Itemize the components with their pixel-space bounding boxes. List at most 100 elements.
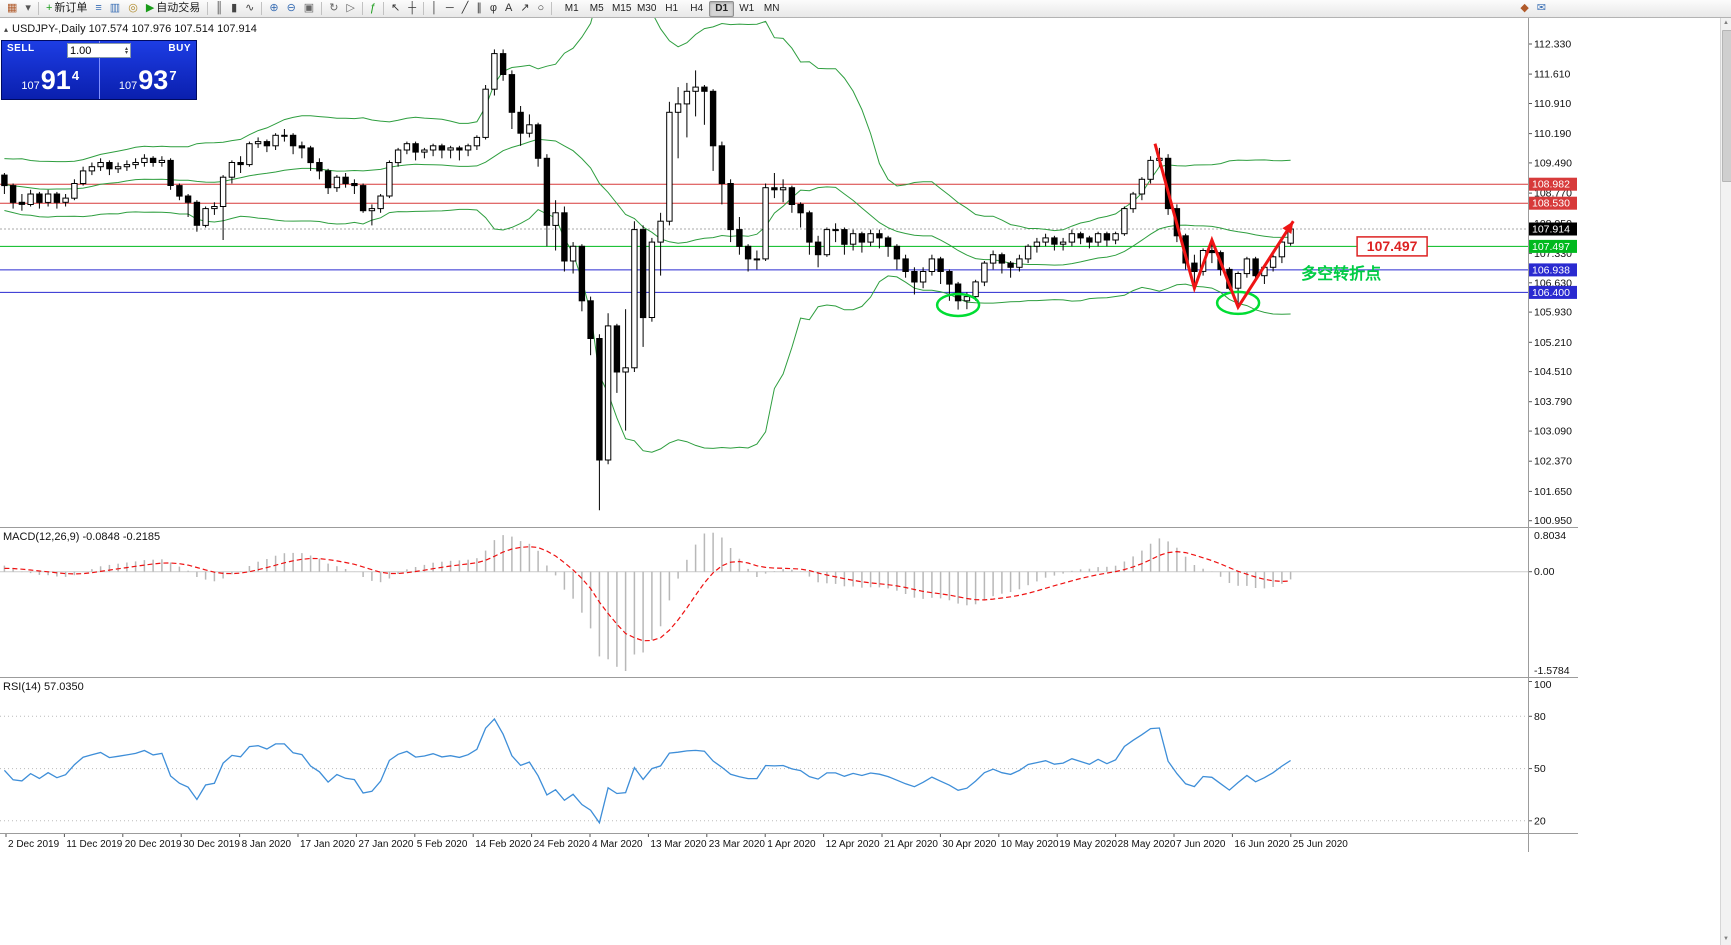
svg-text:108.982: 108.982 (1532, 179, 1570, 191)
volume-value: 1.00 (70, 44, 92, 57)
timeframe-h1-button[interactable]: H1 (659, 1, 684, 17)
market-watch-icon: ≡ (95, 2, 102, 14)
chart-profiles-button[interactable]: ▾ (21, 1, 35, 17)
svg-text:10 May 2020: 10 May 2020 (1001, 839, 1059, 850)
vertical-scrollbar[interactable]: ▲ ▼ (1720, 18, 1731, 945)
mailbox-button[interactable]: ✉ (1533, 1, 1550, 17)
svg-text:105.210: 105.210 (1534, 337, 1572, 349)
fibonacci-button[interactable]: φ (486, 1, 501, 17)
zoom-in-button[interactable]: ⊕ (265, 1, 282, 17)
alerts-button[interactable]: ◆ (1516, 1, 1532, 17)
scroll-up-icon[interactable]: ▲ (1723, 20, 1729, 26)
new-order-label: 新订单 (54, 2, 88, 14)
price-axis[interactable]: 112.330111.610110.910110.190109.490108.7… (1529, 18, 1578, 527)
data-window-button[interactable]: ▥ (106, 1, 124, 17)
svg-text:103.790: 103.790 (1534, 396, 1572, 408)
svg-text:17 Jan 2020: 17 Jan 2020 (300, 839, 355, 850)
timeframe-bar: M1 M5 M15 M30 H1 H4 D1 W1 MN (559, 0, 784, 17)
timeframe-m30-button[interactable]: M30 (634, 1, 659, 17)
macd-axis[interactable]: 0.8034 0.00 -1.5784 (1529, 528, 1578, 677)
vertical-line-icon: │ (431, 2, 438, 14)
autotrading-button[interactable]: ▶ 自动交易 (142, 1, 204, 17)
svg-text:14 Feb 2020: 14 Feb 2020 (475, 839, 532, 850)
timeframe-w1-button[interactable]: W1 (734, 1, 759, 17)
autotrading-icon: ▶ (145, 2, 155, 14)
annotation-note: 多空转折点 (1301, 264, 1381, 283)
svg-text:106.938: 106.938 (1532, 264, 1570, 276)
navigator-button[interactable]: ◎ (124, 1, 142, 17)
line-chart-mode-icon: ∿ (245, 2, 255, 14)
time-axis[interactable]: 2 Dec 2019 11 Dec 2019 20 Dec 2019 30 Dec 2… (0, 834, 1578, 852)
text-label-button[interactable]: A (501, 1, 516, 17)
toolbar: ▦ ▾ + 新订单 ≡ ▥ ◎ ▶ 自动交易 ║ ▮ ∿ ⊕ ⊖ ▣ ↻ ▷ ƒ ↖ ┼ │ ─ ╱ ∥ φ A ↗ ○ M1 M5 M1… (0, 0, 1731, 18)
panel-separator[interactable] (0, 677, 1578, 678)
symbol-title: USDJPY-,Daily 107.574 107.976 107.514 10… (12, 23, 257, 35)
spinner-up-icon[interactable]: ▴ (124, 45, 128, 52)
svg-text:30 Apr 2020: 30 Apr 2020 (942, 839, 996, 850)
new-chart-button[interactable]: ▦ (3, 1, 21, 17)
svg-text:27 Jan 2020: 27 Jan 2020 (358, 839, 413, 850)
autotrading-label: 自动交易 (156, 2, 201, 14)
timeframe-d1-button[interactable]: D1 (709, 0, 735, 17)
arrow-tools-button[interactable]: ↗ (516, 1, 533, 17)
shapes-button[interactable]: ○ (534, 1, 549, 17)
symbol-marker-icon: ▴ (4, 24, 9, 34)
market-watch-button[interactable]: ≡ (91, 1, 105, 17)
scrollbar-thumb[interactable] (1722, 30, 1731, 182)
line-chart-mode-button[interactable]: ∿ (241, 1, 258, 17)
panel-separator[interactable] (0, 833, 1578, 834)
svg-text:23 Mar 2020: 23 Mar 2020 (709, 839, 766, 850)
buy-price-pip: 7 (169, 68, 177, 83)
timeframe-m15-button[interactable]: M15 (609, 1, 634, 17)
scroll-down-icon[interactable]: ▼ (1723, 936, 1729, 942)
timeframe-h4-button[interactable]: H4 (684, 1, 709, 17)
candlestick-mode-button[interactable]: ▮ (227, 1, 241, 17)
svg-text:106.400: 106.400 (1532, 287, 1570, 299)
trendline-button[interactable]: ╱ (458, 1, 473, 17)
bar-chart-mode-button[interactable]: ║ (211, 1, 227, 17)
rsi-panel[interactable] (0, 678, 1528, 833)
axis-border (1528, 18, 1529, 852)
macd-indicator-label: MACD(12,26,9) -0.0848 -0.2185 (3, 531, 161, 543)
crosshair-icon: ┼ (408, 2, 417, 14)
new-order-button[interactable]: + 新订单 (42, 1, 91, 17)
macd-panel[interactable] (0, 528, 1528, 677)
volume-spinner[interactable]: ▴ ▾ (124, 45, 128, 56)
spinner-down-icon[interactable]: ▾ (124, 49, 128, 56)
svg-text:100.950: 100.950 (1534, 515, 1572, 527)
alerts-icon: ◆ (1520, 2, 1529, 14)
rsi-axis[interactable]: 100 80 50 20 (1529, 678, 1578, 833)
highlight-ellipse (935, 292, 981, 318)
data-window-icon: ▥ (109, 2, 121, 14)
auto-arrange-button[interactable]: ↻ (325, 1, 342, 17)
vertical-line-button[interactable]: │ (427, 1, 442, 17)
svg-text:101.650: 101.650 (1534, 486, 1572, 498)
svg-text:0.8034: 0.8034 (1534, 530, 1566, 542)
svg-text:19 May 2020: 19 May 2020 (1059, 839, 1117, 850)
svg-text:107.914: 107.914 (1532, 224, 1570, 236)
timeframe-m1-button[interactable]: M1 (559, 1, 584, 17)
equidistant-channel-icon: ∥ (476, 2, 482, 14)
timeframe-mn-button[interactable]: MN (759, 1, 784, 17)
toolbar-separator (37, 2, 39, 15)
svg-text:7 Jun 2020: 7 Jun 2020 (1176, 839, 1226, 850)
equidistant-channel-button[interactable]: ∥ (472, 1, 486, 17)
main-chart[interactable]: 多空转折点 107.497 (0, 18, 1528, 527)
chart-shift-button[interactable]: ▷ (342, 1, 358, 17)
panel-separator[interactable] (0, 527, 1578, 528)
new-order-icon: + (45, 2, 53, 14)
indicators-button[interactable]: ƒ (366, 1, 380, 17)
timeframe-m5-button[interactable]: M5 (584, 1, 609, 17)
svg-text:-1.5784: -1.5784 (1534, 665, 1570, 677)
svg-text:110.910: 110.910 (1534, 98, 1571, 110)
zoom-out-button[interactable]: ⊖ (283, 1, 300, 17)
horizontal-line-icon: ─ (445, 2, 454, 14)
tile-windows-button[interactable]: ▣ (300, 1, 318, 17)
cursor-button[interactable]: ↖ (387, 1, 404, 17)
crosshair-button[interactable]: ┼ (404, 1, 420, 17)
svg-text:104.510: 104.510 (1534, 366, 1572, 378)
volume-input[interactable]: 1.00 ▴ ▾ (67, 43, 131, 58)
svg-text:107.497: 107.497 (1532, 241, 1570, 253)
horizontal-line-button[interactable]: ─ (442, 1, 458, 17)
